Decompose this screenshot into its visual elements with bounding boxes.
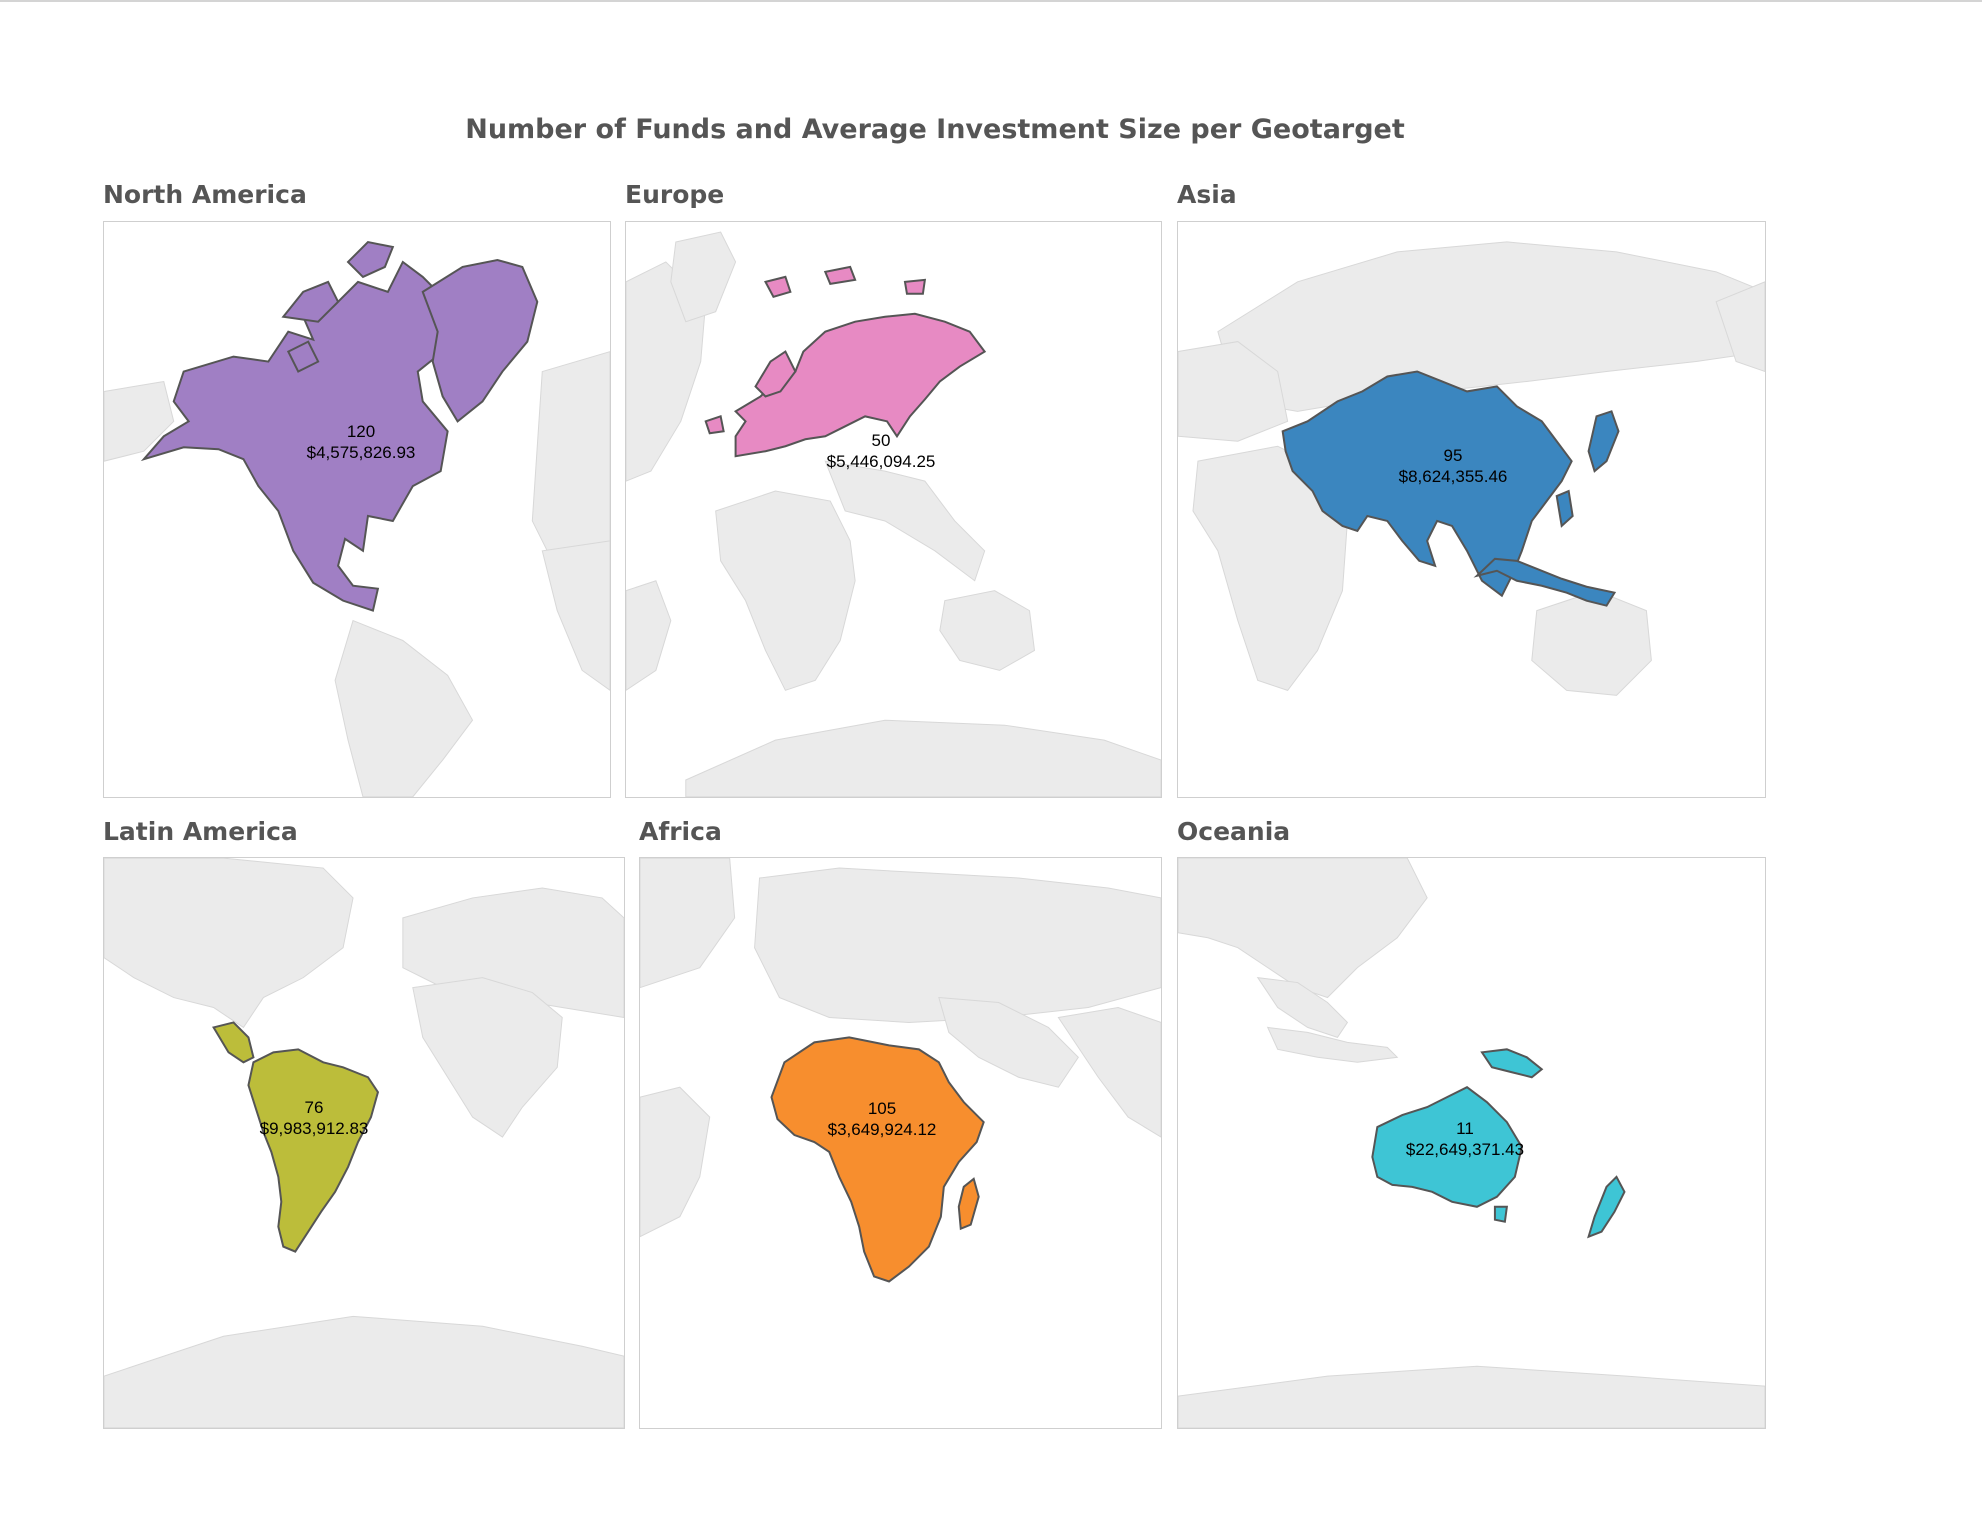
map-panel-oceania[interactable]: 11 $22,649,371.43	[1177, 857, 1766, 1429]
map-label-europe: 50 $5,446,094.25	[827, 430, 936, 472]
funds-count: 50	[871, 431, 891, 450]
land-north-america	[104, 858, 354, 1029]
region-scandinavia	[754, 350, 797, 398]
land-europe	[1178, 341, 1289, 442]
region-australia	[1371, 1086, 1523, 1208]
panel-title-oceania: Oceania	[1177, 817, 1291, 846]
region-indonesia	[1473, 557, 1617, 607]
region-europe	[733, 312, 987, 458]
region-madagascar	[957, 1177, 980, 1231]
land-south-asia	[1057, 1007, 1161, 1138]
region-new-zealand	[1587, 1175, 1626, 1239]
region-greenland	[421, 258, 539, 423]
region-africa	[770, 1036, 985, 1283]
top-rule	[0, 0, 1982, 2]
map-north-america	[104, 240, 610, 797]
land-africa	[715, 490, 856, 691]
funds-count: 95	[1443, 446, 1463, 465]
panel-title-asia: Asia	[1177, 180, 1237, 209]
map-panel-latin-america[interactable]: 76 $9,983,912.83	[103, 857, 625, 1429]
land-middle-east	[938, 997, 1079, 1088]
map-panel-europe[interactable]: 50 $5,446,094.25	[625, 221, 1162, 798]
map-oceania	[1178, 858, 1765, 1428]
land-greenland	[670, 231, 737, 323]
land-antarctica	[1178, 1365, 1765, 1428]
map-latin-america	[104, 858, 624, 1428]
region-central-america	[212, 1021, 255, 1064]
land-siberia-edge	[104, 380, 175, 462]
region-north-america	[140, 260, 480, 612]
region-tasmania	[1493, 1205, 1509, 1223]
panel-title-north-america: North America	[103, 180, 307, 209]
land-alaska-edge	[1715, 281, 1765, 373]
funds-count: 76	[304, 1098, 324, 1117]
region-latin-america	[247, 1048, 380, 1253]
land-australia	[1531, 590, 1652, 696]
land-africa	[412, 977, 563, 1138]
land-south-america	[334, 619, 474, 797]
land-africa-edge	[541, 540, 610, 691]
map-label-asia: 95 $8,624,355.46	[1399, 445, 1508, 487]
page-title: Number of Funds and Average Investment S…	[465, 114, 1405, 145]
land-asia	[1178, 858, 1428, 999]
map-panel-asia[interactable]: 95 $8,624,355.46	[1177, 221, 1766, 798]
avg-investment: $4,575,826.93	[306, 443, 416, 462]
map-label-africa: 105 $3,649,924.12	[828, 1098, 937, 1140]
land-south-america-edge	[640, 1086, 711, 1238]
funds-count: 120	[346, 422, 376, 441]
avg-investment: $9,983,912.83	[259, 1119, 369, 1138]
region-arctic-islands	[281, 240, 395, 373]
map-africa	[640, 858, 1161, 1283]
land-australia	[939, 590, 1036, 671]
land-southeast-asia	[1256, 976, 1349, 1038]
funds-count: 11	[1456, 1119, 1474, 1138]
land-south-asia	[824, 460, 986, 582]
land-europe	[754, 867, 1161, 1023]
region-japan	[1587, 410, 1620, 473]
map-panel-africa[interactable]: 105 $3,649,924.12	[639, 857, 1162, 1429]
map-europe	[626, 231, 1161, 797]
region-philippines	[1555, 489, 1574, 528]
map-label-north-america: 120 $4,575,826.93	[307, 421, 416, 463]
panel-title-latin-america: Latin America	[103, 817, 298, 846]
map-label-latin-america: 76 $9,983,912.83	[260, 1097, 369, 1139]
panel-title-africa: Africa	[639, 817, 722, 846]
land-indonesia-grey	[1266, 1026, 1399, 1063]
land-north-america-edge	[640, 858, 736, 989]
region-new-guinea	[1480, 1048, 1544, 1079]
avg-investment: $3,649,924.12	[827, 1120, 937, 1139]
funds-count: 105	[867, 1099, 897, 1118]
land-antarctica	[685, 719, 1161, 797]
avg-investment: $22,649,371.43	[1405, 1140, 1525, 1159]
land-russia	[1217, 241, 1765, 412]
map-panel-north-america[interactable]: 120 $4,575,826.93	[103, 221, 611, 798]
land-south-america-edge	[626, 580, 672, 691]
avg-investment: $8,624,355.46	[1398, 467, 1508, 486]
land-antarctica	[104, 1315, 624, 1428]
map-asia	[1178, 241, 1765, 696]
avg-investment: $5,446,094.25	[826, 452, 936, 471]
region-arctic-islands-eu	[704, 265, 927, 435]
map-label-oceania: 11 $22,649,371.43	[1406, 1118, 1524, 1160]
panel-title-europe: Europe	[625, 180, 725, 209]
region-asia	[1281, 370, 1573, 598]
